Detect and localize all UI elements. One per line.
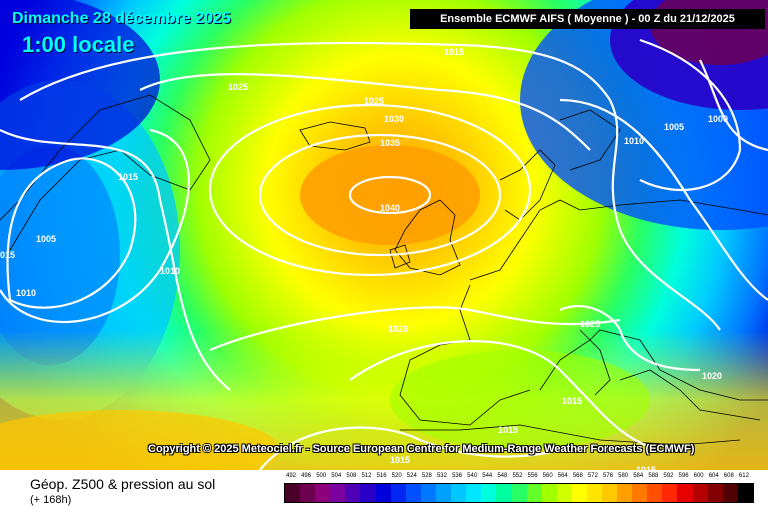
scale-value: 564 [557, 473, 568, 479]
scale-value: 516 [376, 473, 387, 479]
scale-value: 496 [301, 473, 312, 479]
scale-swatch [586, 484, 602, 502]
isobar-label: 1030 [384, 114, 404, 124]
isobar-label: 1005 [664, 122, 684, 132]
scale-value: 600 [693, 473, 704, 479]
scale-value: 592 [663, 473, 674, 479]
scale-swatch [647, 484, 663, 502]
scale-swatch [435, 484, 452, 502]
scale-swatch [390, 484, 406, 502]
scale-swatch [541, 484, 557, 502]
scale-swatch [662, 484, 678, 502]
isobar-label: 1025 [580, 319, 600, 329]
scale-swatch [375, 484, 391, 502]
isobar-label: 1010 [16, 288, 36, 298]
scale-swatch [677, 484, 693, 502]
isobar-label: 1010 [624, 136, 644, 146]
scale-swatch [737, 484, 753, 502]
isobar-label: 1015 [498, 425, 518, 435]
high-core [300, 145, 480, 245]
scale-swatch [330, 484, 346, 502]
scale-swatch [345, 484, 361, 502]
color-scale [284, 483, 754, 503]
scale-value: 544 [482, 473, 493, 479]
chart-title: Géop. Z500 & pression au sol [30, 476, 216, 492]
isobar-label: 1025 [228, 82, 248, 92]
scale-swatch [692, 484, 708, 502]
forecast-date: Dimanche 28 décembre 2025 [12, 10, 231, 27]
scale-value: 532 [436, 473, 447, 479]
isobar-label: 1040 [380, 203, 400, 213]
scale-swatch [556, 484, 572, 502]
scale-value: 568 [572, 473, 583, 479]
scale-value: 560 [542, 473, 553, 479]
scale-value: 608 [723, 473, 734, 479]
isobar-label: 1000 [708, 114, 728, 124]
isobar-label: 1015 [390, 455, 410, 465]
isobar-label: 015 [0, 250, 15, 260]
scale-value: 596 [678, 473, 689, 479]
isobar-label: 1015 [562, 396, 582, 406]
isobar-label: 1035 [380, 138, 400, 148]
scale-value: 588 [648, 473, 659, 479]
scale-swatch [707, 484, 723, 502]
scale-swatch [315, 484, 331, 502]
scale-value: 536 [452, 473, 463, 479]
scale-value: 584 [633, 473, 644, 479]
scale-swatch [617, 484, 633, 502]
scale-value: 556 [527, 473, 538, 479]
scale-value: 540 [467, 473, 478, 479]
forecast-map: 1015 1025 1025 1030 1035 1040 1015 1005 … [0, 0, 768, 470]
scale-swatch [632, 484, 648, 502]
scale-swatch [405, 484, 421, 502]
scale-value: 604 [708, 473, 719, 479]
scale-value: 580 [618, 473, 629, 479]
scale-value: 576 [603, 473, 614, 479]
scale-swatch [571, 484, 587, 502]
scale-value: 512 [361, 473, 372, 479]
isobar-label: 1020 [702, 371, 722, 381]
scale-value: 548 [497, 473, 508, 479]
scale-swatch [481, 484, 497, 502]
scale-swatch [285, 484, 301, 502]
scale-value: 612 [738, 473, 749, 479]
scale-swatch [300, 484, 316, 502]
isobar-labels: 1015 1025 1025 1030 1035 1040 1015 1005 … [0, 47, 728, 470]
coastlines [0, 94, 768, 446]
scale-value: 492 [286, 473, 297, 479]
legend-footer: Géop. Z500 & pression au sol (+ 168h) 49… [0, 470, 768, 512]
isobar-label: 1015 [636, 465, 656, 470]
scale-value: 520 [391, 473, 402, 479]
scale-value: 552 [512, 473, 523, 479]
copyright-notice: Copyright © 2025 Meteociel.fr - Source E… [148, 443, 695, 455]
isobar-label: 1015 [444, 47, 464, 57]
scale-value: 524 [406, 473, 417, 479]
scale-value: 500 [316, 473, 327, 479]
scale-swatch [496, 484, 512, 502]
isobars [0, 38, 768, 470]
scale-swatch [722, 484, 738, 502]
scale-swatch [420, 484, 436, 502]
scale-swatch [466, 484, 482, 502]
isobar-label: 1005 [36, 234, 56, 244]
scale-value: 508 [346, 473, 357, 479]
scale-swatch [451, 484, 467, 502]
isobar-label: 1025 [364, 96, 384, 106]
scale-labels: 492 496 500 504 508 512 516 520 524 528 532 536 540 5… [284, 473, 752, 483]
scale-swatch [360, 484, 376, 502]
scale-value: 572 [587, 473, 598, 479]
isobar-label: 1015 [118, 172, 138, 182]
forecast-range: (+ 168h) [30, 494, 72, 506]
scale-value: 504 [331, 473, 342, 479]
isobar-label: 1020 [388, 324, 408, 334]
isobar-label: 1010 [160, 266, 180, 276]
forecast-time: 1:00 locale [22, 32, 135, 57]
scale-value: 528 [421, 473, 432, 479]
model-run-banner: Ensemble ECMWF AIFS ( Moyenne ) - 00 Z d… [410, 9, 765, 29]
scale-swatch [526, 484, 542, 502]
scale-swatch [601, 484, 618, 502]
scale-swatch [511, 484, 527, 502]
